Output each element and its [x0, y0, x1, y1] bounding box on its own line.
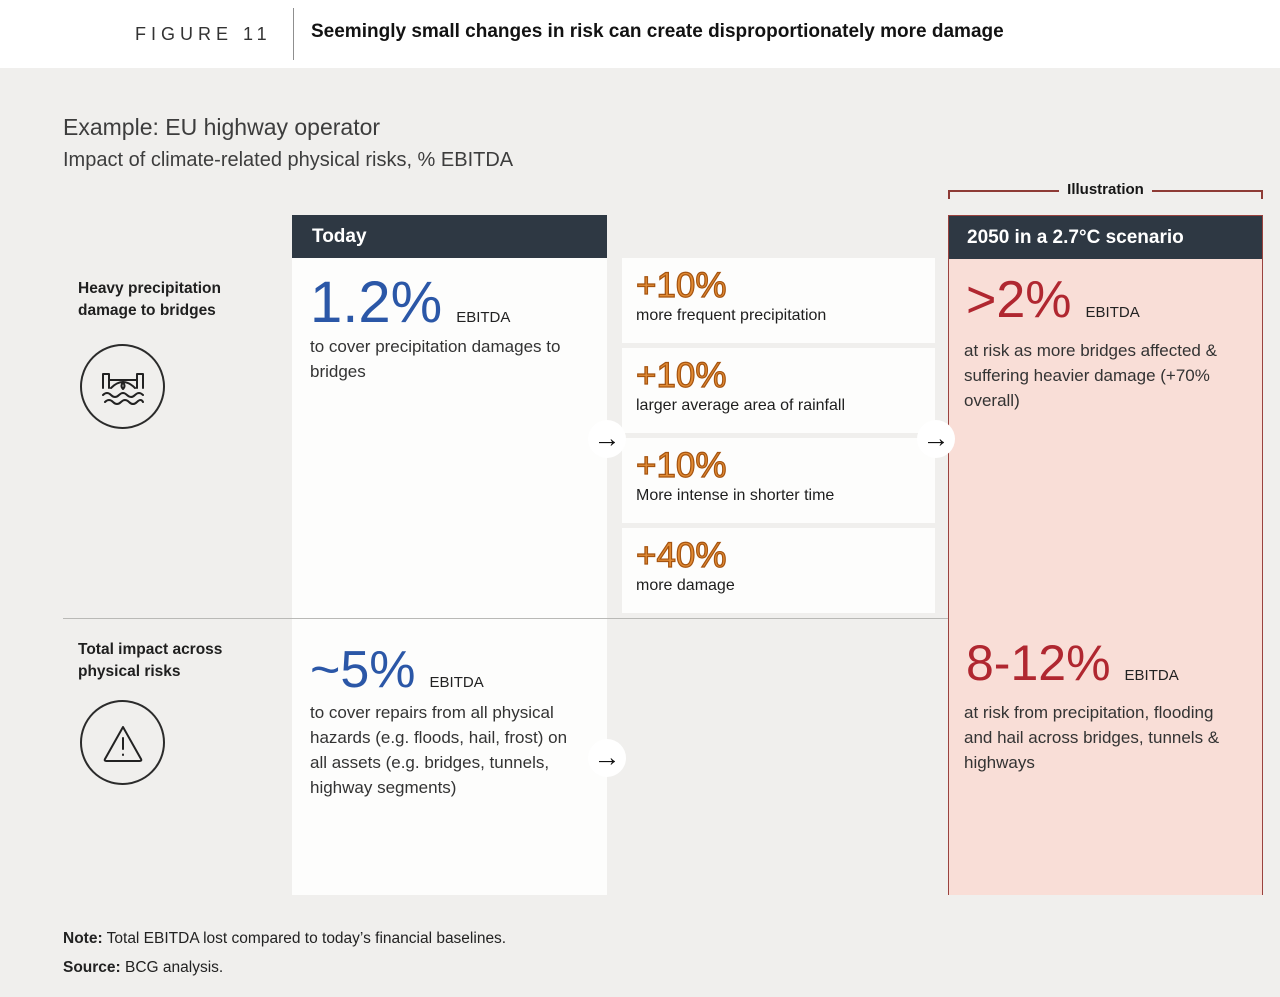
arrow-today-to-drivers: → — [588, 420, 626, 458]
arrow-drivers-to-scenario: → — [917, 420, 955, 458]
note-line: Note: Total EBITDA lost compared to toda… — [63, 930, 506, 948]
source-line: Source: BCG analysis. — [63, 959, 223, 977]
driver1-desc: more frequent precipitation — [636, 307, 827, 325]
scenario-row1-value: >2% — [966, 271, 1072, 329]
warning-triangle-icon-svg — [103, 725, 142, 762]
illustration-bracket: Illustration — [948, 179, 1264, 199]
driver-card-2: +10% larger average area of rainfall — [622, 348, 935, 433]
illustration-label: Illustration — [1067, 180, 1144, 198]
row1-label: Heavy precipitation damage to bridges — [78, 280, 221, 319]
driver-card-1: +10% more frequent precipitation — [622, 258, 935, 343]
figure-number-label: FIGURE 11 — [135, 24, 272, 44]
today-row1-unit: EBITDA — [456, 309, 511, 326]
scenario-row1-unit: EBITDA — [1085, 304, 1140, 321]
note-text: Total EBITDA lost compared to today’s fi… — [102, 930, 507, 947]
today-row2-stat: ~5% EBITDA — [310, 644, 484, 696]
scenario-row1-stat: >2% EBITDA — [966, 274, 1140, 326]
today-row2-unit: EBITDA — [429, 674, 484, 691]
today-column-header: Today — [292, 215, 607, 258]
bracket-line-right — [1151, 190, 1264, 199]
scenario-column: 2050 in a 2.7°C scenario — [948, 215, 1263, 895]
row2-label: Total impact across physical risks — [78, 641, 223, 680]
note-label: Note: — [63, 930, 103, 947]
right-arrow-icon: → — [593, 422, 621, 453]
row-divider-line — [63, 618, 948, 619]
today-row1-stat: 1.2% EBITDA — [310, 274, 510, 332]
scenario-row2-value: 8-12% — [966, 635, 1111, 691]
scenario-row1-desc: at risk as more bridges affected & suffe… — [964, 341, 1217, 410]
scenario-column-body — [949, 259, 1262, 895]
header-divider — [293, 8, 294, 60]
source-label: Source: — [63, 959, 121, 976]
subtitle-heading: Impact of climate-related physical risks… — [63, 149, 514, 171]
today-column-body — [292, 258, 607, 895]
right-arrow-icon: → — [593, 741, 621, 772]
today-row1-desc: to cover precipitation damages to bridge… — [310, 337, 561, 381]
figure-title: Seemingly small changes in risk can crea… — [311, 21, 1004, 42]
bridge-flood-icon — [80, 344, 165, 429]
arrow-today-to-scenario-row2: → — [588, 739, 626, 777]
scenario-row2-unit: EBITDA — [1124, 667, 1179, 684]
scenario-row2-desc: at risk from precipitation, flooding and… — [964, 703, 1220, 772]
example-heading: Example: EU highway operator — [63, 114, 381, 140]
driver4-desc: more damage — [636, 577, 735, 595]
today-row1-value: 1.2% — [310, 270, 443, 335]
driver1-value: +10% — [635, 265, 727, 305]
figure-header: FIGURE 11 Seemingly small changes in ris… — [0, 0, 1280, 68]
driver2-desc: larger average area of rainfall — [636, 397, 846, 415]
driver2-value: +10% — [635, 355, 727, 395]
driver3-desc: More intense in shorter time — [636, 487, 835, 505]
right-arrow-icon: → — [922, 422, 950, 453]
scenario-row2-stat: 8-12% EBITDA — [966, 638, 1179, 688]
warning-triangle-icon — [80, 700, 165, 785]
today-row2-value: ~5% — [310, 641, 416, 699]
source-text: BCG analysis. — [120, 959, 224, 976]
driver4-value: +40% — [635, 535, 727, 575]
bridge-flood-icon-svg — [101, 372, 144, 405]
driver-card-4: +40% more damage — [622, 528, 935, 613]
scenario-column-header: 2050 in a 2.7°C scenario — [949, 216, 1262, 259]
today-row2-desc: to cover repairs from all physical hazar… — [310, 703, 568, 797]
driver-card-3: +10% More intense in shorter time — [622, 438, 935, 523]
driver3-value: +10% — [635, 445, 727, 485]
bracket-line-left — [948, 190, 1060, 199]
